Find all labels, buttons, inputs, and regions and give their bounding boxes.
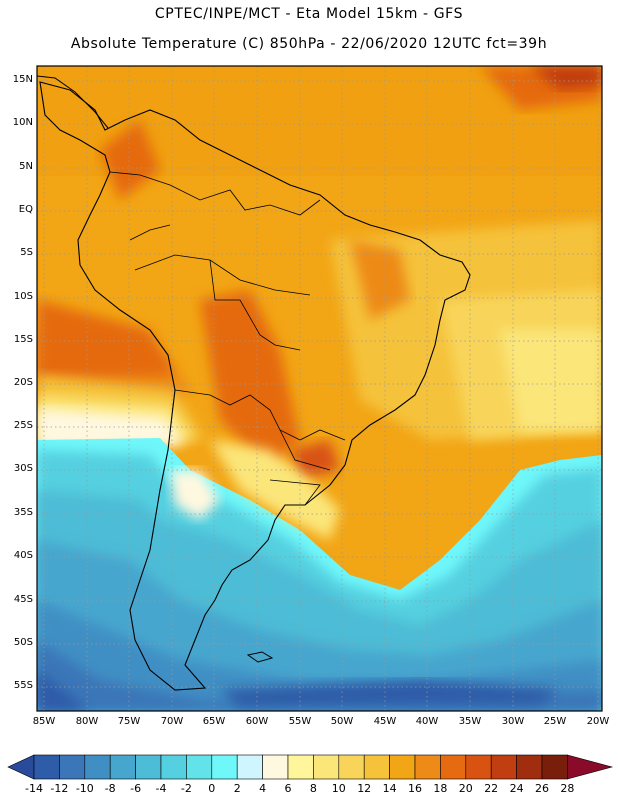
colorbar-label: -14 [25,782,43,795]
colorbar-label: 4 [259,782,267,795]
colorbar-swatch [414,754,441,780]
lat-label: 30S [13,463,33,474]
colorbar-swatch [541,754,568,780]
colorbar-label: -12 [50,782,69,795]
colorbar-label: 2 [233,782,241,795]
lon-label: 40W [415,716,439,727]
lat-label: 20S [13,377,33,388]
lat-label: 15N [12,74,33,85]
lon-label: 55W [288,716,312,727]
colorbar-swatch [262,754,289,780]
lat-label: 10S [13,291,33,302]
lat-label: 25S [13,420,33,431]
colorbar-label: 28 [560,782,575,795]
title-line-2: Absolute Temperature (C) 850hPa - 22/06/… [70,36,548,52]
map-frame [36,65,603,712]
colorbar-label: -2 [180,782,192,795]
lat-label: 35S [13,507,33,518]
temperature-field [37,66,602,711]
lat-label: 15S [13,334,33,345]
lon-label: 20W [586,716,610,727]
country-borders [109,171,346,506]
colorbar-swatch [338,754,365,780]
colorbar-label: 26 [535,782,549,795]
lat-label: 5N [19,161,33,172]
colorbar-swatch [84,754,111,780]
colorbar-label: 8 [309,782,317,795]
lon-label: 60W [245,716,269,727]
colorbar-label: 6 [284,782,292,795]
lon-label: 25W [543,716,567,727]
lat-label: 10N [12,117,33,128]
colorbar-swatch [440,754,467,780]
colorbar-swatch [109,754,136,780]
colorbar [7,754,614,780]
colorbar-swatch [465,754,492,780]
colorbar-label: 18 [433,782,448,795]
colorbar-label: -6 [130,782,142,795]
colorbar-swatch [516,754,543,780]
colorbar-label: 12 [357,782,372,795]
colorbar-swatch [33,754,60,780]
colorbar-swatch [59,754,86,780]
lon-label: 50W [330,716,354,727]
central-america-coastline [37,75,109,129]
colorbar-swatch [186,754,213,780]
colorbar-swatch [313,754,340,780]
colorbar-swatch [389,754,416,780]
colorbar-swatch [287,754,314,780]
colorbar-arrow-right [567,754,614,780]
colorbar-label: 20 [458,782,473,795]
colorbar-arrow-left [7,754,35,780]
lon-label: 70W [160,716,184,727]
colorbar-swatch [236,754,263,780]
colorbar-label: 10 [331,782,346,795]
south-america-coastline [39,81,471,691]
lon-label: 65W [202,716,226,727]
lat-label: 50S [13,637,33,648]
colorbar-label: -4 [155,782,167,795]
colorbar-label: 22 [484,782,499,795]
colorbar-label: 16 [408,782,422,795]
lat-label: 45S [13,594,33,605]
colorbar-label: -10 [75,782,94,795]
lat-label: EQ [18,204,33,215]
colorbar-label: 24 [509,782,524,795]
lon-label: 85W [32,716,56,727]
lon-label: 75W [117,716,141,727]
title-line-1: CPTEC/INPE/MCT - Eta Model 15km - GFS [154,6,464,22]
colorbar-label: -8 [104,782,116,795]
colorbar-swatch [135,754,162,780]
colorbar-label: 0 [208,782,216,795]
colorbar-swatch [211,754,238,780]
lat-label: 5S [20,247,33,258]
lon-label: 45W [373,716,397,727]
colorbar-swatch [363,754,390,780]
lon-label: 30W [501,716,525,727]
colorbar-swatch [490,754,517,780]
lat-label: 55S [13,680,33,691]
lat-label: 40S [13,550,33,561]
colorbar-swatch [160,754,187,780]
lon-label: 80W [75,716,99,727]
lon-label: 35W [458,716,482,727]
falkland-islands [246,651,274,663]
colorbar-label: 14 [382,782,397,795]
